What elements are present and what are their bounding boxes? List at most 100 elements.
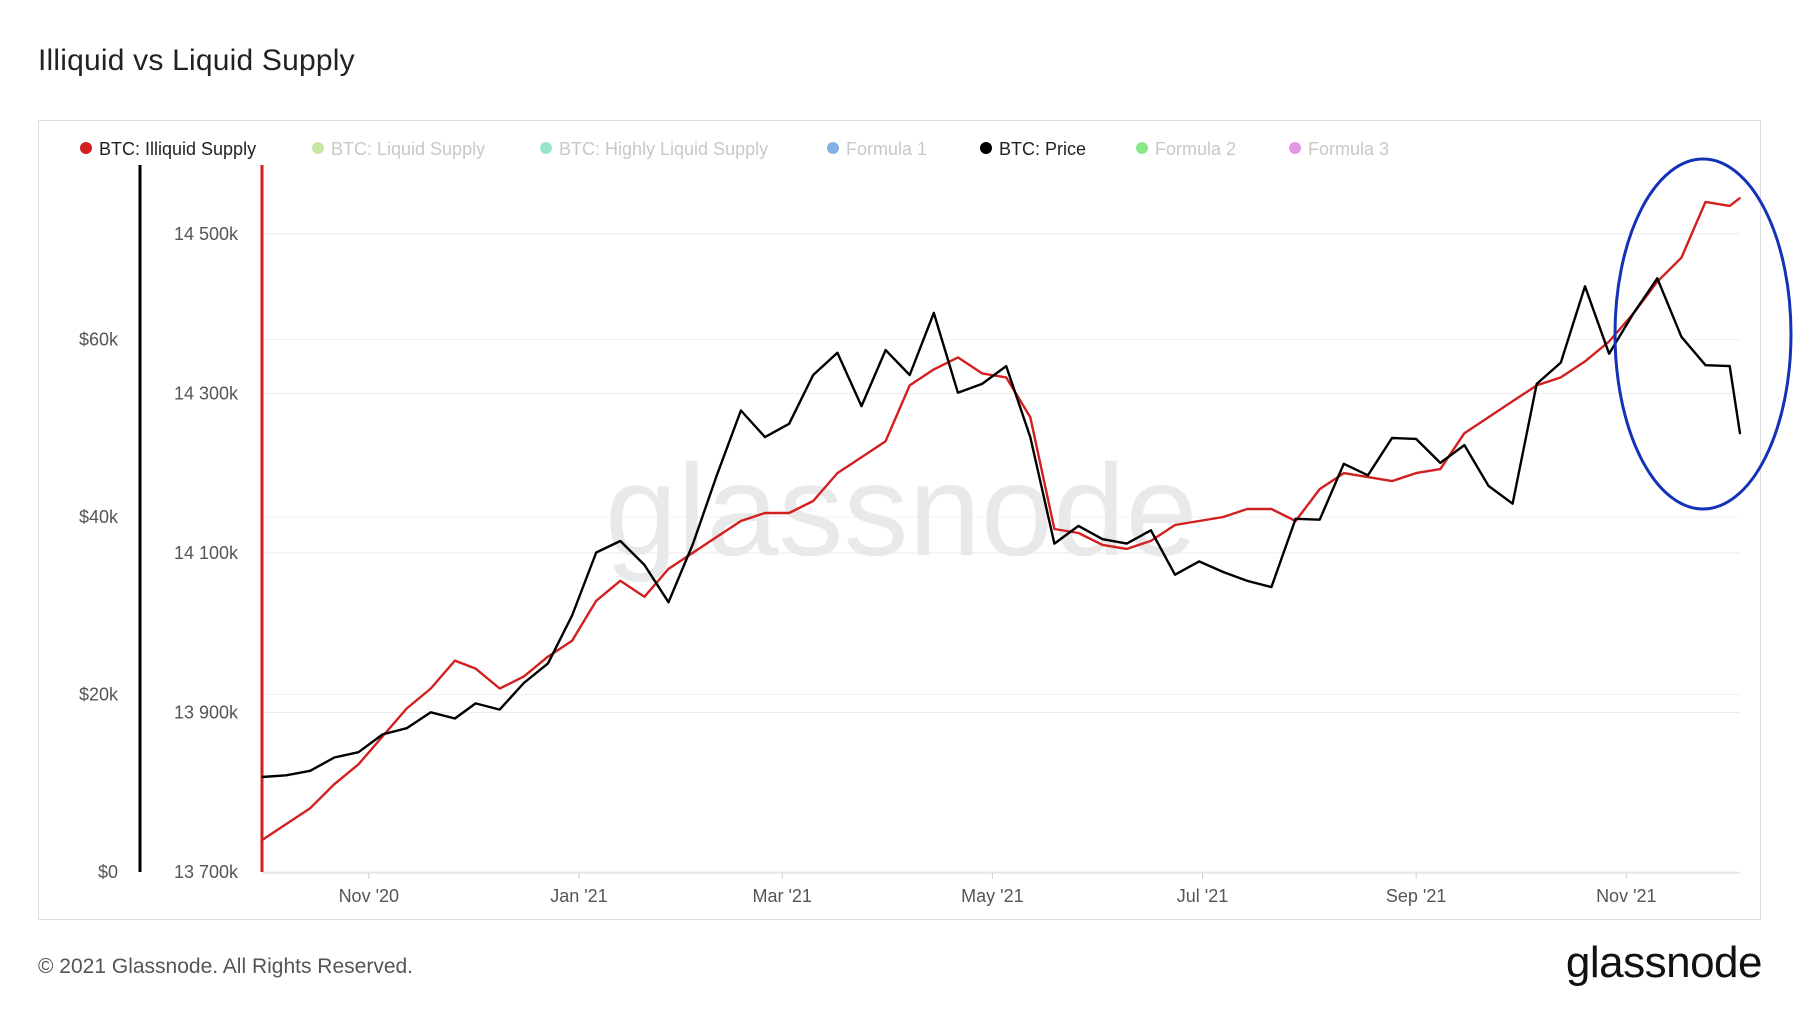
data-point — [691, 543, 694, 546]
legend: BTC: Illiquid Supply BTC: Liquid Supply BT… — [80, 139, 1389, 159]
data-point — [1343, 463, 1345, 465]
legend-item[interactable]: Formula 3 — [1289, 139, 1389, 159]
data-point — [667, 601, 670, 603]
legend-marker-dot — [312, 142, 324, 154]
data-point — [1680, 256, 1683, 259]
data-point — [547, 662, 549, 665]
data-point — [1391, 480, 1393, 482]
data-point — [1198, 560, 1200, 563]
data-point — [1222, 571, 1224, 573]
data-point — [643, 596, 646, 598]
data-point — [405, 727, 408, 729]
data-point — [957, 356, 959, 359]
data-point — [261, 776, 263, 778]
watermark-text: glassnode — [605, 437, 1198, 583]
data-point — [1728, 205, 1731, 207]
data-point — [1126, 542, 1128, 545]
series-layer — [261, 196, 1742, 842]
legend-item[interactable]: BTC: Highly Liquid Supply — [540, 139, 768, 159]
data-point — [836, 352, 839, 354]
legend-marker-dot — [80, 142, 92, 154]
data-point — [309, 807, 312, 809]
data-point — [430, 711, 432, 714]
data-point — [908, 374, 911, 376]
legend-item[interactable]: BTC: Liquid Supply — [312, 139, 485, 159]
x-axis-tick-label: May '21 — [961, 886, 1023, 906]
data-point — [1077, 532, 1080, 534]
data-point — [498, 687, 501, 690]
data-point — [1270, 508, 1273, 510]
legend-item[interactable]: Formula 1 — [827, 139, 927, 159]
data-point — [595, 551, 597, 554]
chart-title: Illiquid vs Liquid Supply — [38, 44, 355, 77]
data-point — [860, 456, 863, 459]
data-point — [1584, 360, 1586, 363]
data-point — [454, 659, 456, 662]
data-point — [667, 568, 670, 570]
data-point — [643, 564, 646, 566]
axes: 13 700k 13 900k 14 100k 14 300k 14 500k $0 $20… — [79, 165, 1740, 906]
legend-item-label: Formula 1 — [846, 139, 927, 159]
data-point — [740, 409, 742, 412]
data-point — [1511, 400, 1514, 403]
data-point — [595, 600, 597, 602]
supply-axis-tick-label: 13 700k — [174, 862, 239, 882]
price-axis-tick-label: $40k — [79, 507, 119, 527]
data-point — [1198, 520, 1200, 522]
data-point — [474, 667, 477, 670]
x-axis-tick-label: Jul '21 — [1177, 886, 1228, 906]
legend-marker-dot — [1136, 142, 1148, 154]
data-point — [1704, 201, 1707, 203]
supply-axis-tick-label: 14 100k — [174, 543, 239, 563]
glassnode-logo[interactable]: glassnode — [1565, 938, 1763, 987]
highlight-ellipse — [1613, 157, 1793, 511]
data-point — [1511, 502, 1514, 505]
data-point — [1005, 376, 1007, 379]
data-point — [1560, 376, 1562, 379]
data-point — [619, 540, 622, 542]
data-point — [261, 839, 263, 841]
legend-item-label: BTC: Illiquid Supply — [99, 139, 256, 159]
data-point — [1270, 586, 1273, 588]
data-point — [1150, 529, 1152, 532]
data-point — [1728, 365, 1731, 367]
legend-item[interactable]: BTC: Price — [980, 139, 1086, 159]
legend-item-label: Formula 3 — [1308, 139, 1389, 159]
price-axis-tick-label: $20k — [79, 685, 119, 705]
legend-marker-dot — [1289, 142, 1301, 154]
data-point — [430, 687, 432, 690]
data-point — [454, 717, 456, 720]
data-point — [1053, 542, 1056, 545]
data-point — [884, 349, 887, 351]
data-point — [1053, 528, 1056, 530]
data-point — [1739, 432, 1741, 435]
legend-item[interactable]: BTC: Illiquid Supply — [80, 139, 256, 159]
data-point — [1367, 474, 1369, 477]
data-point — [1222, 516, 1224, 518]
x-axis-tick-label: Sep '21 — [1386, 886, 1447, 906]
data-point — [1029, 436, 1032, 438]
data-point — [1318, 488, 1321, 490]
data-point — [981, 372, 983, 375]
data-point — [836, 472, 839, 474]
legend-marker-dot — [827, 142, 839, 154]
data-point — [812, 500, 814, 502]
data-point — [1680, 336, 1683, 338]
supply-axis-tick-label: 14 300k — [174, 383, 239, 403]
supply-axis-tick-label: 13 900k — [174, 702, 239, 722]
data-point — [285, 774, 287, 777]
data-point — [571, 614, 573, 617]
data-point — [1439, 468, 1442, 470]
data-point — [474, 702, 477, 705]
data-point — [357, 751, 360, 753]
data-point — [405, 707, 408, 710]
data-point — [333, 756, 336, 759]
data-point — [1535, 383, 1538, 385]
data-point — [1739, 197, 1741, 199]
data-point — [1029, 416, 1032, 419]
legend-item[interactable]: Formula 2 — [1136, 139, 1236, 159]
data-point — [1415, 472, 1417, 474]
price-axis-tick-label: $60k — [79, 330, 119, 350]
data-point — [860, 405, 863, 407]
